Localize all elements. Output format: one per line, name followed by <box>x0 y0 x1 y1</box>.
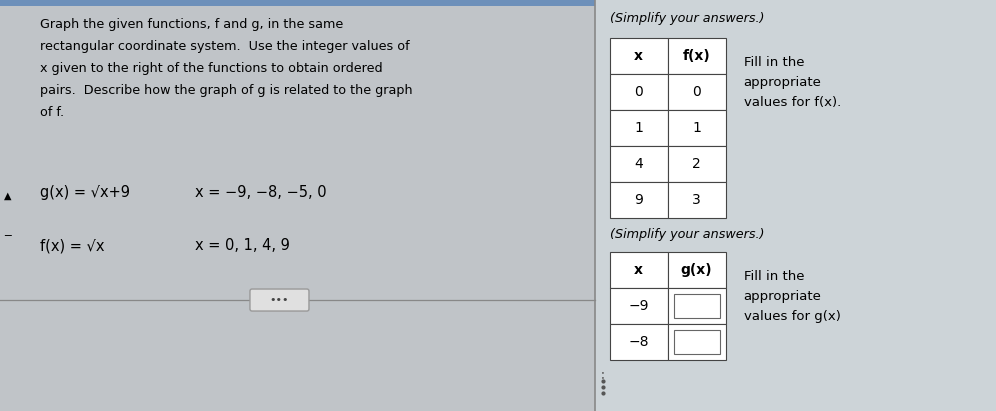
Bar <box>0 0 595 411</box>
Text: −9: −9 <box>628 299 648 313</box>
Text: x: x <box>634 263 643 277</box>
Bar <box>667 182 726 218</box>
Text: 9: 9 <box>634 193 643 207</box>
Text: Graph the given functions, f and g, in the same: Graph the given functions, f and g, in t… <box>40 18 344 31</box>
Text: x = −9, −8, −5, 0: x = −9, −8, −5, 0 <box>195 185 327 200</box>
Text: g(x) = √x+9: g(x) = √x+9 <box>40 185 130 200</box>
Text: Fill in the
appropriate
values for g(x): Fill in the appropriate values for g(x) <box>744 270 841 323</box>
Bar <box>667 38 726 74</box>
Text: 0: 0 <box>692 85 701 99</box>
Bar <box>610 182 667 218</box>
Bar <box>595 0 996 411</box>
Text: (Simplify your answers.): (Simplify your answers.) <box>610 12 764 25</box>
FancyBboxPatch shape <box>250 289 309 311</box>
Text: Fill in the
appropriate
values for f(x).: Fill in the appropriate values for f(x). <box>744 56 841 109</box>
Text: (Simplify your answers.): (Simplify your answers.) <box>610 228 764 241</box>
Bar <box>667 146 726 182</box>
Text: x = 0, 1, 4, 9: x = 0, 1, 4, 9 <box>195 238 290 253</box>
Text: pairs.  Describe how the graph of g is related to the graph: pairs. Describe how the graph of g is re… <box>40 84 412 97</box>
Bar <box>667 324 726 360</box>
Bar <box>610 110 667 146</box>
Bar <box>667 288 726 324</box>
Text: 3: 3 <box>692 193 701 207</box>
Text: g(x): g(x) <box>681 263 712 277</box>
Text: rectangular coordinate system.  Use the integer values of: rectangular coordinate system. Use the i… <box>40 40 409 53</box>
Bar <box>610 146 667 182</box>
Bar <box>667 74 726 110</box>
Text: of f.: of f. <box>40 106 64 119</box>
Text: 0: 0 <box>634 85 643 99</box>
Text: f(x) = √x: f(x) = √x <box>40 238 105 253</box>
Text: f(x): f(x) <box>682 49 710 63</box>
Bar <box>610 38 667 74</box>
Text: ▲: ▲ <box>4 191 12 201</box>
Text: x: x <box>634 49 643 63</box>
Text: •••: ••• <box>270 295 289 305</box>
Text: 1: 1 <box>692 121 701 135</box>
Bar <box>610 74 667 110</box>
Text: ─: ─ <box>4 231 11 240</box>
Bar <box>667 110 726 146</box>
Text: x given to the right of the functions to obtain ordered: x given to the right of the functions to… <box>40 62 382 75</box>
Bar <box>610 288 667 324</box>
Text: 4: 4 <box>634 157 643 171</box>
Text: 1: 1 <box>634 121 643 135</box>
Bar <box>610 324 667 360</box>
Text: 2: 2 <box>692 157 701 171</box>
Bar <box>0 0 595 6</box>
Text: −8: −8 <box>628 335 648 349</box>
Bar <box>667 252 726 288</box>
Bar <box>673 294 720 318</box>
Bar <box>610 252 667 288</box>
Bar <box>673 330 720 354</box>
Text: ⋮: ⋮ <box>596 371 610 385</box>
